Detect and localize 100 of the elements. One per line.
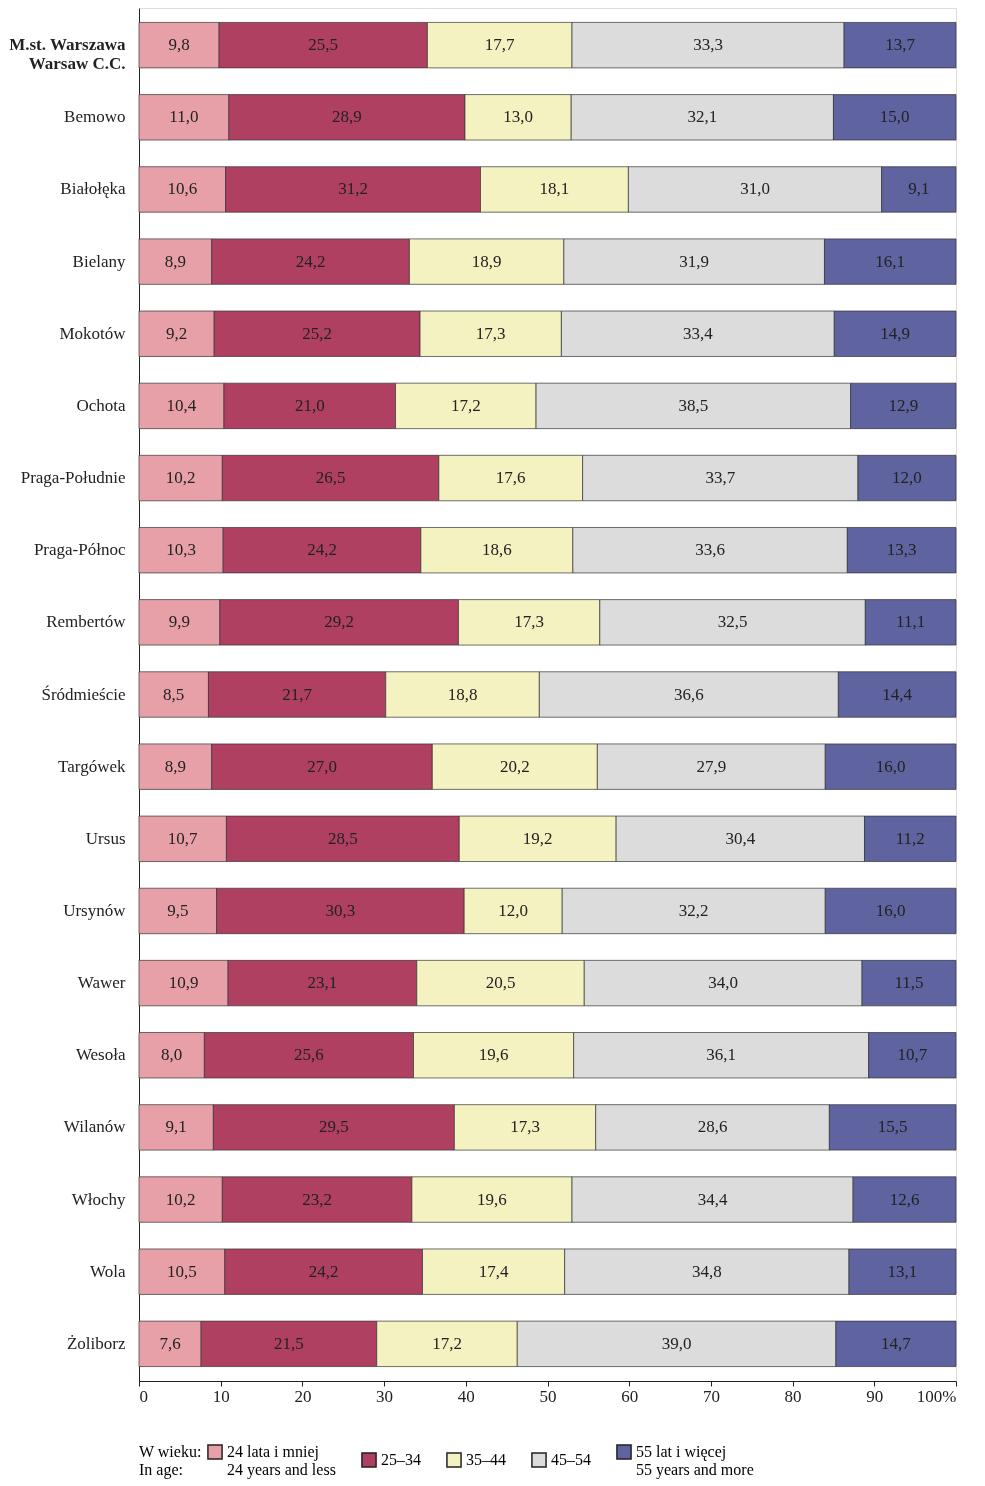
data-label: 29,5 bbox=[318, 1117, 349, 1137]
data-label: 20,2 bbox=[499, 756, 530, 776]
y-tick-label: Rembertów bbox=[46, 612, 127, 632]
y-tick-label: Ursus bbox=[85, 828, 126, 848]
data-label: 28,5 bbox=[327, 828, 358, 848]
data-label: 39,0 bbox=[661, 1333, 692, 1353]
data-label: 34,8 bbox=[691, 1261, 722, 1281]
data-label: 17,2 bbox=[450, 395, 481, 415]
data-label: 9,5 bbox=[167, 900, 189, 920]
data-label: 13,7 bbox=[885, 35, 916, 55]
legend-label: 45–54 bbox=[551, 1450, 591, 1468]
data-label: 19,6 bbox=[478, 1045, 509, 1065]
data-label: 18,1 bbox=[539, 179, 570, 199]
data-label: 25,5 bbox=[308, 35, 339, 55]
x-tick-label: 20 bbox=[294, 1386, 312, 1406]
data-label: 10,2 bbox=[165, 1189, 196, 1209]
data-label: 28,6 bbox=[697, 1117, 728, 1137]
data-label: 24,2 bbox=[308, 1261, 339, 1281]
legend-label: 24 lata i mniej 24 years and less bbox=[227, 1443, 336, 1479]
data-label: 14,4 bbox=[882, 684, 913, 704]
data-label: 21,0 bbox=[294, 395, 325, 415]
data-label: 13,3 bbox=[886, 540, 917, 560]
data-label: 9,2 bbox=[165, 323, 188, 343]
data-label: 34,0 bbox=[708, 973, 739, 993]
data-label: 19,2 bbox=[522, 828, 553, 848]
data-label: 26,5 bbox=[315, 468, 346, 488]
x-tick-label: 0 bbox=[139, 1386, 148, 1406]
data-label: 13,0 bbox=[503, 107, 533, 127]
y-tick-label: Mokotów bbox=[59, 323, 127, 343]
y-tick-label: Wesoła bbox=[75, 1045, 126, 1065]
x-tick-label: 10 bbox=[212, 1386, 230, 1406]
y-tick-label: Wilanów bbox=[63, 1117, 127, 1137]
data-label: 14,9 bbox=[880, 323, 911, 343]
y-tick-label: Śródmieście bbox=[41, 684, 126, 704]
data-label: 24,2 bbox=[307, 540, 337, 560]
data-label: 32,5 bbox=[717, 612, 748, 632]
data-label: 11,0 bbox=[169, 107, 199, 127]
y-tick-label: Ochota bbox=[76, 395, 126, 415]
data-label: 8,9 bbox=[164, 756, 186, 776]
data-label: 15,0 bbox=[879, 107, 910, 127]
data-label: 25,6 bbox=[294, 1045, 324, 1065]
data-label: 10,2 bbox=[165, 468, 196, 488]
x-tick-label: 80 bbox=[784, 1386, 802, 1406]
y-tick-label: Bemowo bbox=[64, 107, 126, 127]
data-label: 15,5 bbox=[877, 1117, 908, 1137]
data-label: 10,6 bbox=[167, 179, 198, 199]
data-label: 31,0 bbox=[740, 179, 770, 199]
x-tick-label: 60 bbox=[621, 1386, 639, 1406]
data-label: 36,1 bbox=[706, 1045, 736, 1065]
data-label: 17,3 bbox=[475, 323, 506, 343]
data-label: 8,9 bbox=[164, 251, 186, 271]
data-label: 16,0 bbox=[875, 900, 906, 920]
data-label: 10,7 bbox=[897, 1045, 928, 1065]
data-label: 7,6 bbox=[159, 1333, 181, 1353]
y-tick-label: Wola bbox=[90, 1261, 126, 1281]
data-label: 31,9 bbox=[679, 251, 710, 271]
data-label: 11,1 bbox=[896, 612, 926, 632]
data-label: 30,4 bbox=[725, 828, 756, 848]
y-tick-label: Wawer bbox=[77, 973, 126, 993]
data-label: 17,4 bbox=[478, 1261, 509, 1281]
data-label: 33,7 bbox=[705, 468, 736, 488]
data-label: 33,6 bbox=[695, 540, 725, 560]
data-label: 12,9 bbox=[888, 395, 919, 415]
data-label: 9,1 bbox=[908, 179, 930, 199]
data-label: 33,3 bbox=[693, 35, 723, 55]
y-tick-label: Bielany bbox=[72, 251, 126, 271]
data-label: 31,2 bbox=[338, 179, 368, 199]
data-label: 29,2 bbox=[324, 612, 355, 632]
data-label: 11,5 bbox=[894, 973, 924, 993]
data-label: 12,6 bbox=[889, 1189, 920, 1209]
data-label: 30,3 bbox=[325, 900, 356, 920]
data-label: 16,1 bbox=[875, 251, 906, 271]
x-tick-label: 40 bbox=[457, 1386, 475, 1406]
data-label: 8,5 bbox=[163, 684, 185, 704]
legend-title: W wieku: In age: bbox=[139, 1443, 202, 1479]
data-label: 13,1 bbox=[887, 1261, 918, 1281]
data-label: 23,2 bbox=[302, 1189, 332, 1209]
data-label: 18,6 bbox=[481, 540, 512, 560]
data-label: 17,2 bbox=[432, 1333, 462, 1353]
y-tick-label: M.st. Warszawa Warsaw C.C. bbox=[9, 35, 126, 74]
data-label: 14,7 bbox=[881, 1333, 912, 1353]
data-label: 10,5 bbox=[167, 1261, 197, 1281]
x-tick-label: 100% bbox=[916, 1386, 957, 1406]
data-label: 9,9 bbox=[168, 612, 191, 632]
data-label: 17,6 bbox=[495, 468, 526, 488]
data-label: 23,1 bbox=[307, 973, 338, 993]
x-tick-label: 30 bbox=[376, 1386, 394, 1406]
x-tick-label: 70 bbox=[702, 1386, 720, 1406]
data-label: 12,0 bbox=[498, 900, 529, 920]
data-label: 17,7 bbox=[484, 35, 516, 55]
data-label: 10,9 bbox=[168, 973, 199, 993]
data-label: 17,3 bbox=[514, 612, 544, 632]
data-label: 8,0 bbox=[161, 1045, 183, 1065]
x-tick-label: 90 bbox=[866, 1386, 884, 1406]
y-tick-label: Targówek bbox=[58, 756, 126, 776]
y-tick-label: Włochy bbox=[71, 1189, 126, 1209]
data-label: 10,7 bbox=[167, 828, 199, 848]
x-tick-label: 50 bbox=[539, 1386, 557, 1406]
data-label: 16,0 bbox=[875, 756, 906, 776]
data-label: 17,3 bbox=[510, 1117, 540, 1137]
